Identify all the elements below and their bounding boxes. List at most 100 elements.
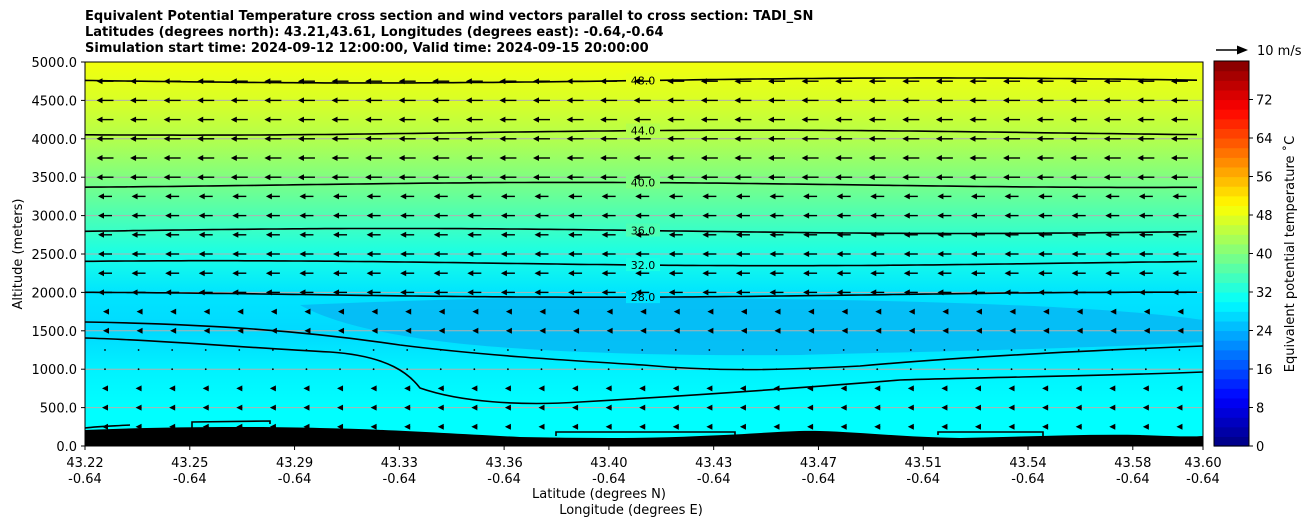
wind-vector-head xyxy=(438,327,445,334)
wind-vector-head xyxy=(868,78,875,85)
wind-vector-head xyxy=(131,289,138,296)
colorbar-band xyxy=(1214,272,1249,283)
wind-vector-head xyxy=(163,116,170,123)
y-tick-label: 5000.0 xyxy=(32,56,78,71)
wind-vector-head xyxy=(331,78,338,85)
wind-vector-head xyxy=(868,174,875,181)
wind-vector-head xyxy=(942,308,949,315)
wind-vector-head xyxy=(264,135,271,142)
wind-vector-head xyxy=(667,135,674,142)
wind-vector xyxy=(104,368,106,371)
colorbar-band xyxy=(1214,407,1249,418)
wind-vector-head xyxy=(270,327,277,334)
wind-vector-head xyxy=(405,327,412,334)
wind-vector xyxy=(473,349,476,351)
wind-vector-head xyxy=(1008,404,1015,411)
wind-vector xyxy=(977,349,979,351)
wind-vector-head xyxy=(197,135,204,142)
wind-vector-head xyxy=(975,327,982,334)
wind-vector xyxy=(742,349,744,351)
wind-vector-head xyxy=(969,155,976,161)
colorbar-tick-label: 72 xyxy=(1256,94,1273,109)
wind-vector-head xyxy=(870,270,877,277)
x-tick-label-lat: 43.36 xyxy=(486,456,523,471)
wind-vector-head xyxy=(232,212,239,219)
wind-vector-head xyxy=(1137,155,1144,161)
wind-vector-head xyxy=(438,308,445,315)
wind-vector-head xyxy=(398,135,405,142)
contour-label-bg xyxy=(626,175,660,189)
wind-vector-head xyxy=(370,423,377,430)
wind-vector xyxy=(339,349,341,351)
wind-vector-head xyxy=(700,155,707,161)
contour-label-bg xyxy=(626,258,660,272)
wind-vector-head xyxy=(98,212,104,219)
wind-vector-head xyxy=(668,212,675,219)
wind-vector-head xyxy=(432,135,439,142)
wind-vector-head xyxy=(1109,404,1116,411)
wind-vector-head xyxy=(600,97,607,104)
wind-vector-head xyxy=(265,212,272,219)
wind-vector-head xyxy=(370,404,377,411)
wind-vector-head xyxy=(404,423,411,430)
wind-vector-head xyxy=(472,308,479,315)
wind-vector xyxy=(876,349,879,351)
wind-vector-head xyxy=(471,404,478,411)
wind-vector-head xyxy=(135,385,142,392)
wind-vector-head xyxy=(297,116,304,123)
colorbar-band xyxy=(1214,292,1249,303)
wind-vector-head xyxy=(98,289,104,296)
wind-vector-head xyxy=(935,78,942,85)
wind-vector-head xyxy=(974,404,981,411)
wind-vector-head xyxy=(769,270,776,277)
colorbar-band xyxy=(1214,340,1249,351)
wind-vector-head xyxy=(165,270,172,277)
contour-line-lower xyxy=(85,337,1203,405)
wind-vector xyxy=(977,368,979,371)
wind-vector-head xyxy=(903,270,910,277)
wind-vector-head xyxy=(668,231,675,238)
wind-vector-head xyxy=(165,251,172,257)
wind-vector xyxy=(876,368,879,371)
contour-label-bg xyxy=(626,73,660,87)
wind-vector-head xyxy=(538,404,545,411)
wind-vector-head xyxy=(902,78,909,85)
wind-vector-head xyxy=(265,231,272,238)
wind-vector-head xyxy=(700,116,707,123)
wind-vector-head xyxy=(467,231,474,238)
wind-vector-head xyxy=(400,193,407,200)
wind-vector-head xyxy=(835,174,842,181)
wind-vector-head xyxy=(534,289,541,296)
wind-vector-head xyxy=(774,327,781,334)
wind-vector-head xyxy=(1138,251,1145,257)
wind-vector-head xyxy=(734,97,741,104)
wind-vector-head xyxy=(1004,231,1011,238)
wind-vector-head xyxy=(600,174,607,181)
y-tick-label: 1500.0 xyxy=(32,325,78,340)
wind-vector-head xyxy=(433,251,440,257)
wind-vector-head xyxy=(471,423,478,430)
wind-vector xyxy=(607,349,610,351)
wind-vector-head xyxy=(504,423,511,430)
wind-vector-head xyxy=(907,385,914,392)
wind-vector-head xyxy=(969,174,976,181)
wind-vector-head xyxy=(404,385,411,392)
wind-vector-head xyxy=(941,385,948,392)
y-tick-label: 500.0 xyxy=(40,402,77,417)
wind-vector-head xyxy=(230,135,237,142)
wind-vector-head xyxy=(131,270,138,277)
wind-vector-head xyxy=(1105,270,1112,277)
wind-vector-head xyxy=(297,155,304,161)
wind-vector-head xyxy=(230,78,237,85)
wind-vector-head xyxy=(1103,78,1110,85)
wind-vector-head xyxy=(1003,155,1010,161)
wind-vector-head xyxy=(371,308,378,315)
wind-vector-head xyxy=(635,289,642,296)
colorbar-band xyxy=(1214,186,1249,197)
wind-vector-head xyxy=(702,231,709,238)
wind-vector-head xyxy=(532,97,539,104)
wind-vector-head xyxy=(1143,308,1150,315)
wind-vector-head xyxy=(735,212,742,219)
wind-vector-head xyxy=(566,97,573,104)
wind-vector-head xyxy=(1103,155,1110,161)
